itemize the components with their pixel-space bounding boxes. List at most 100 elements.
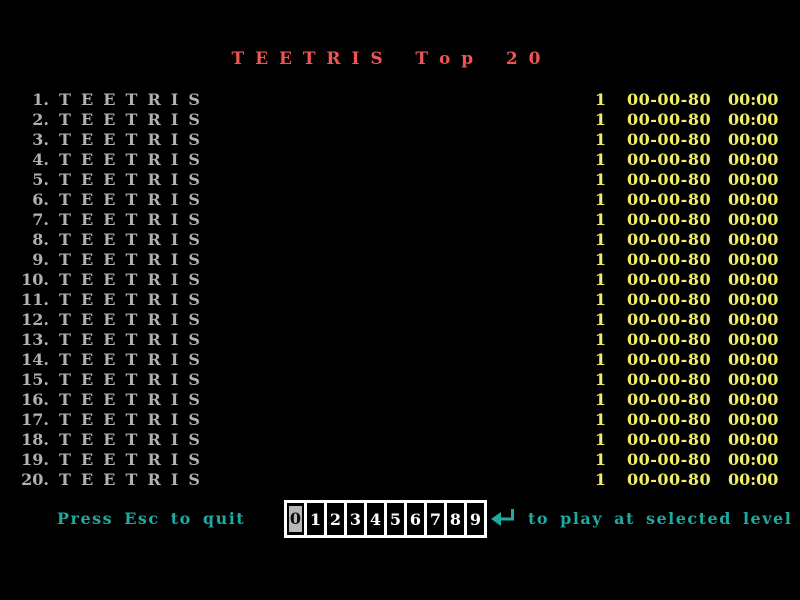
level-digit-7[interactable]: 7 — [427, 503, 447, 535]
score-name: T E E T R I S — [59, 90, 200, 109]
score-rank: 10. — [21, 270, 49, 289]
score-value: 1 — [594, 170, 606, 189]
score-rank: 15. — [21, 370, 49, 389]
score-time: 00:00 — [728, 430, 779, 449]
score-rank: 1. — [32, 90, 49, 109]
score-row: 11. T E E T R I S 1 00-00-80 00:00 — [0, 290, 800, 310]
score-name: T E E T R I S — [59, 450, 200, 469]
score-value: 1 — [594, 450, 606, 469]
score-name: T E E T R I S — [59, 210, 200, 229]
level-digit-5[interactable]: 5 — [387, 503, 407, 535]
quit-hint: Press Esc to quit — [57, 509, 246, 528]
score-time: 00:00 — [728, 150, 779, 169]
score-rank: 11. — [21, 290, 49, 309]
score-value: 1 — [594, 290, 606, 309]
score-value: 1 — [594, 230, 606, 249]
score-value: 1 — [594, 330, 606, 349]
level-digit-0[interactable]: 0 — [287, 503, 307, 535]
score-row: 13. T E E T R I S 1 00-00-80 00:00 — [0, 330, 800, 350]
score-name: T E E T R I S — [59, 390, 200, 409]
score-rank: 4. — [32, 150, 49, 169]
score-name: T E E T R I S — [59, 170, 200, 189]
score-time: 00:00 — [728, 290, 779, 309]
level-digit-2[interactable]: 2 — [327, 503, 347, 535]
score-name: T E E T R I S — [59, 310, 200, 329]
score-value: 1 — [594, 130, 606, 149]
score-date: 00-00-80 — [627, 430, 712, 449]
score-rank: 2. — [32, 110, 49, 129]
score-date: 00-00-80 — [627, 310, 712, 329]
score-rank: 14. — [21, 350, 49, 369]
score-row: 8. T E E T R I S 1 00-00-80 00:00 — [0, 230, 800, 250]
score-row: 9. T E E T R I S 1 00-00-80 00:00 — [0, 250, 800, 270]
score-row: 3. T E E T R I S 1 00-00-80 00:00 — [0, 130, 800, 150]
score-time: 00:00 — [728, 370, 779, 389]
score-time: 00:00 — [728, 450, 779, 469]
score-rank: 12. — [21, 310, 49, 329]
score-date: 00-00-80 — [627, 90, 712, 109]
score-date: 00-00-80 — [627, 350, 712, 369]
score-name: T E E T R I S — [59, 410, 200, 429]
score-date: 00-00-80 — [627, 330, 712, 349]
score-time: 00:00 — [728, 410, 779, 429]
score-row: 14. T E E T R I S 1 00-00-80 00:00 — [0, 350, 800, 370]
score-rank: 5. — [32, 170, 49, 189]
score-time: 00:00 — [728, 310, 779, 329]
score-date: 00-00-80 — [627, 250, 712, 269]
level-digit-6[interactable]: 6 — [407, 503, 427, 535]
level-digit-3[interactable]: 3 — [347, 503, 367, 535]
score-row: 4. T E E T R I S 1 00-00-80 00:00 — [0, 150, 800, 170]
score-name: T E E T R I S — [59, 190, 200, 209]
score-name: T E E T R I S — [59, 350, 200, 369]
score-name: T E E T R I S — [59, 470, 200, 489]
score-name: T E E T R I S — [59, 430, 200, 449]
score-time: 00:00 — [728, 330, 779, 349]
score-rank: 6. — [32, 190, 49, 209]
score-name: T E E T R I S — [59, 130, 200, 149]
score-row: 15. T E E T R I S 1 00-00-80 00:00 — [0, 370, 800, 390]
score-time: 00:00 — [728, 170, 779, 189]
score-row: 17. T E E T R I S 1 00-00-80 00:00 — [0, 410, 800, 430]
score-date: 00-00-80 — [627, 370, 712, 389]
score-name: T E E T R I S — [59, 230, 200, 249]
score-row: 12. T E E T R I S 1 00-00-80 00:00 — [0, 310, 800, 330]
score-row: 7. T E E T R I S 1 00-00-80 00:00 — [0, 210, 800, 230]
score-value: 1 — [594, 470, 606, 489]
score-time: 00:00 — [728, 390, 779, 409]
level-digit-4[interactable]: 4 — [367, 503, 387, 535]
score-rank: 17. — [21, 410, 49, 429]
score-rank: 20. — [21, 470, 49, 489]
score-rank: 18. — [21, 430, 49, 449]
score-rank: 7. — [32, 210, 49, 229]
score-rank: 13. — [21, 330, 49, 349]
score-date: 00-00-80 — [627, 210, 712, 229]
score-rank: 16. — [21, 390, 49, 409]
score-row: 20. T E E T R I S 1 00-00-80 00:00 — [0, 470, 800, 490]
score-date: 00-00-80 — [627, 130, 712, 149]
score-value: 1 — [594, 110, 606, 129]
play-hint: to play at selected level — [528, 509, 793, 528]
level-digit-1[interactable]: 1 — [307, 503, 327, 535]
score-time: 00:00 — [728, 250, 779, 269]
score-date: 00-00-80 — [627, 390, 712, 409]
score-rank: 19. — [21, 450, 49, 469]
score-time: 00:00 — [728, 90, 779, 109]
score-row: 5. T E E T R I S 1 00-00-80 00:00 — [0, 170, 800, 190]
score-value: 1 — [594, 350, 606, 369]
level-digit-8[interactable]: 8 — [447, 503, 467, 535]
score-row: 19. T E E T R I S 1 00-00-80 00:00 — [0, 450, 800, 470]
score-date: 00-00-80 — [627, 410, 712, 429]
selected-level: 0 — [289, 506, 302, 532]
level-digit-9[interactable]: 9 — [469, 509, 482, 529]
score-value: 1 — [594, 190, 606, 209]
score-name: T E E T R I S — [59, 370, 200, 389]
score-value: 1 — [594, 370, 606, 389]
score-value: 1 — [594, 210, 606, 229]
score-time: 00:00 — [728, 350, 779, 369]
score-time: 00:00 — [728, 210, 779, 229]
score-name: T E E T R I S — [59, 110, 200, 129]
score-date: 00-00-80 — [627, 270, 712, 289]
score-row: 10. T E E T R I S 1 00-00-80 00:00 — [0, 270, 800, 290]
